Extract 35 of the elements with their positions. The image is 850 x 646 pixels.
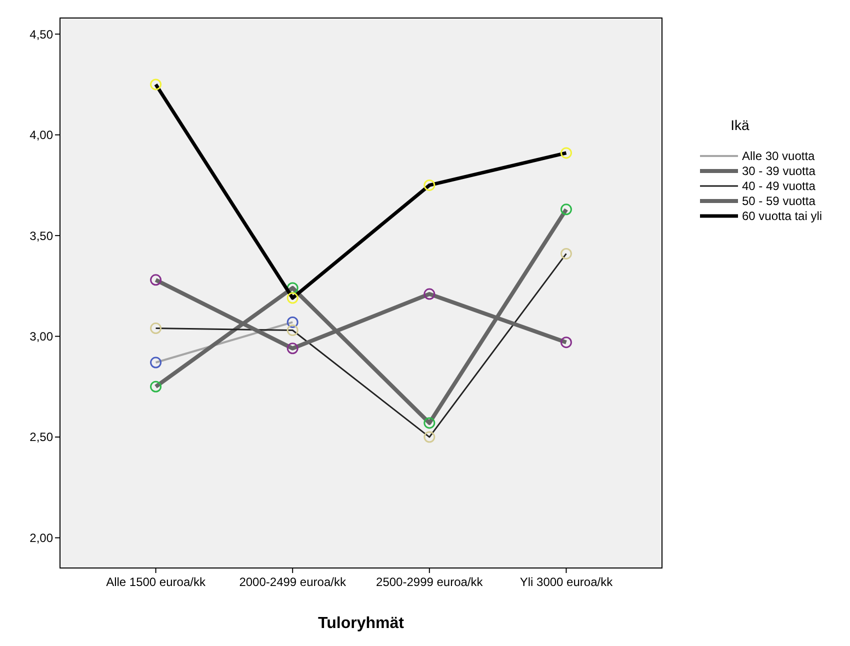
point <box>286 292 298 304</box>
x-tick-label: 2500-2999 euroa/kk <box>376 575 484 589</box>
x-tick-label: Yli 3000 euroa/kk <box>520 575 614 589</box>
point <box>150 78 162 90</box>
point <box>560 248 572 260</box>
point <box>424 288 436 300</box>
legend-label: 50 - 59 vuotta <box>742 194 816 208</box>
point <box>286 324 298 336</box>
point <box>150 322 162 334</box>
x-tick-label: Alle 1500 euroa/kk <box>106 575 206 589</box>
y-tick-label: 3,50 <box>30 228 54 243</box>
y-tick-label: 4,00 <box>30 128 54 142</box>
legend-label: Alle 30 vuotta <box>742 149 816 164</box>
point <box>424 431 436 443</box>
y-tick-label: 4,50 <box>30 27 54 42</box>
legend-title: Ikä <box>730 117 750 133</box>
point <box>286 282 298 294</box>
legend-label: 60 vuotta tai yli <box>742 209 822 224</box>
point <box>150 356 162 368</box>
point <box>424 417 436 429</box>
y-tick-label: 2,00 <box>30 530 54 545</box>
legend-label: 30 - 39 vuotta <box>742 164 816 178</box>
x-tick-label: 2000-2499 euroa/kk <box>239 575 347 589</box>
point <box>150 380 162 392</box>
x-axis-title: Tuloryhmät <box>318 615 405 632</box>
y-tick-label: 3,00 <box>30 330 54 344</box>
point <box>424 179 436 191</box>
point <box>560 147 572 159</box>
point <box>560 336 572 348</box>
legend-label: 40 - 49 vuotta <box>742 179 816 194</box>
point <box>286 316 298 328</box>
point <box>150 274 162 286</box>
point <box>286 342 298 354</box>
point <box>560 204 572 216</box>
y-tick-label: 2,50 <box>30 430 54 444</box>
